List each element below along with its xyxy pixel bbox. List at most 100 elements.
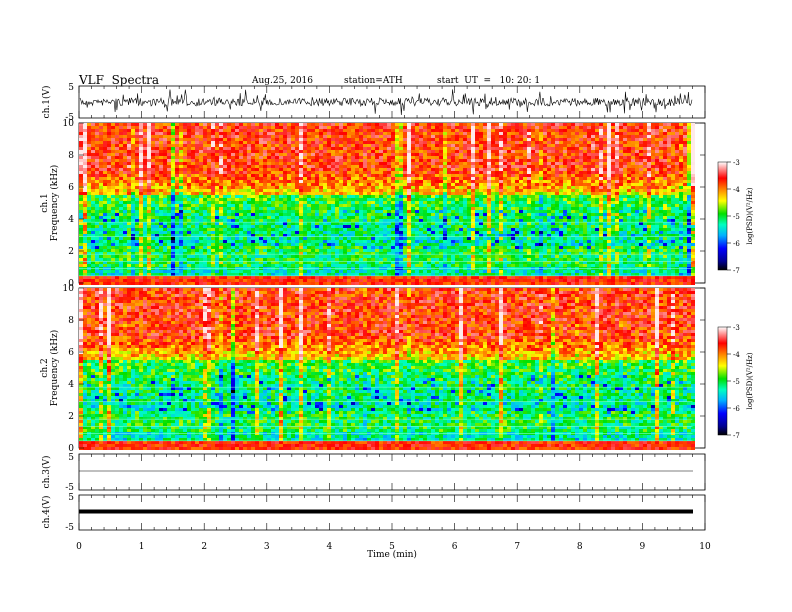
spectrogram-cell [335,147,339,150]
spectrogram-cell [539,165,543,168]
spectrogram-cell [279,147,283,150]
spectrogram-cell [131,195,135,198]
spectrogram-cell [295,168,299,171]
spectrogram-cell [635,186,639,189]
spectrogram-cell [563,174,567,177]
spectrogram-cell [423,183,427,186]
spectrogram-cell [95,207,99,210]
spectrogram-cell [627,153,631,156]
spectrogram-cell [427,126,431,129]
spectrogram-cell [351,174,355,177]
spectrogram-cell [647,126,651,129]
spectrogram-cell [87,174,91,177]
spectrogram-cell [395,165,399,168]
spectrogram-cell [471,135,475,138]
spectrogram-cell [123,147,127,150]
spectrogram-cell [111,132,115,135]
spectrogram-cell [187,174,191,177]
spectrogram-cell [523,159,527,162]
spectrogram-cell [475,135,479,138]
spectrogram-cell [291,201,295,204]
date-label: Aug.25, 2016 [252,76,313,86]
spectrogram-cell [583,195,587,198]
spectrogram-cell [203,144,207,147]
spectrogram-cell [95,210,99,213]
spectrogram-cell [267,195,271,198]
spectrogram-cell [487,177,491,180]
spectrogram-cell [307,129,311,132]
spectrogram-cell [467,213,471,216]
spectrogram-cell [179,216,183,219]
spectrogram-cell [603,189,607,192]
spectrogram-cell [119,153,123,156]
spectrogram-cell [671,153,675,156]
spectrogram-cell [619,213,623,216]
spectrogram-cell [207,162,211,165]
spectrogram-cell [439,213,443,216]
spectrogram-cell [447,210,451,213]
spectrogram-cell [499,183,503,186]
spectrogram-cell [99,126,103,129]
spectrogram-cell [163,198,167,201]
spectrogram-cell [403,180,407,183]
spectrogram-cell [247,168,251,171]
spectrogram-cell [363,180,367,183]
spectrogram-cell [219,177,223,180]
spectrogram-cell [219,204,223,207]
spectrogram-cell [659,189,663,192]
spectrogram-cell [387,198,391,201]
spectrogram-cell [687,126,691,129]
spectrogram-cell [403,132,407,135]
spectrogram-cell [379,132,383,135]
spectrogram-cell [363,195,367,198]
spectrogram-cell [363,156,367,159]
spectrogram-cell [375,126,379,129]
spectrogram-cell [331,159,335,162]
spectrogram-cell [547,159,551,162]
spectrogram-cell [107,123,111,126]
spectrogram-cell [507,204,511,207]
spectrogram-cell [151,138,155,141]
spectrogram-cell [639,159,643,162]
spectrogram-cell [659,162,663,165]
spectrogram-cell [103,168,107,171]
spectrogram-cell [679,159,683,162]
spectrogram-cell [635,147,639,150]
spectrogram-cell [499,168,503,171]
spectrogram-cell [383,138,387,141]
spectrogram-cell [299,171,303,174]
spectrogram-cell [267,168,271,171]
spectrogram-cell [595,213,599,216]
spectrogram-cell [599,126,603,129]
spectrogram-cell [667,132,671,135]
spectrogram-cell [527,165,531,168]
spectrogram-cell [391,150,395,153]
spectrogram-cell [219,156,223,159]
spectrogram-cell [279,153,283,156]
spectrogram-cell [563,195,567,198]
spectrogram-cell [103,189,107,192]
spectrogram-cell [107,162,111,165]
spectrogram-cell [575,195,579,198]
spectrogram-cell [307,174,311,177]
spectrogram-cell [527,159,531,162]
spectrogram-cell [399,162,403,165]
spectrogram-cell [155,123,159,126]
spectrogram-cell [143,126,147,129]
spectrogram-cell [123,138,127,141]
spectrogram-cell [359,180,363,183]
spectrogram-cell [139,165,143,168]
spectrogram-cell [507,138,511,141]
spectrogram-cell [463,144,467,147]
spectrogram-cell [459,168,463,171]
spectrogram-cell [123,123,127,126]
spectrogram-cell [295,165,299,168]
spectrogram-cell [279,135,283,138]
spectrogram-cell [163,123,167,126]
spectrogram-cell [199,210,203,213]
spectrogram-cell [511,162,515,165]
spectrogram-cell [359,183,363,186]
spectrogram-cell [467,144,471,147]
spectrogram-cell [583,135,587,138]
spectrogram-cell [299,207,303,210]
